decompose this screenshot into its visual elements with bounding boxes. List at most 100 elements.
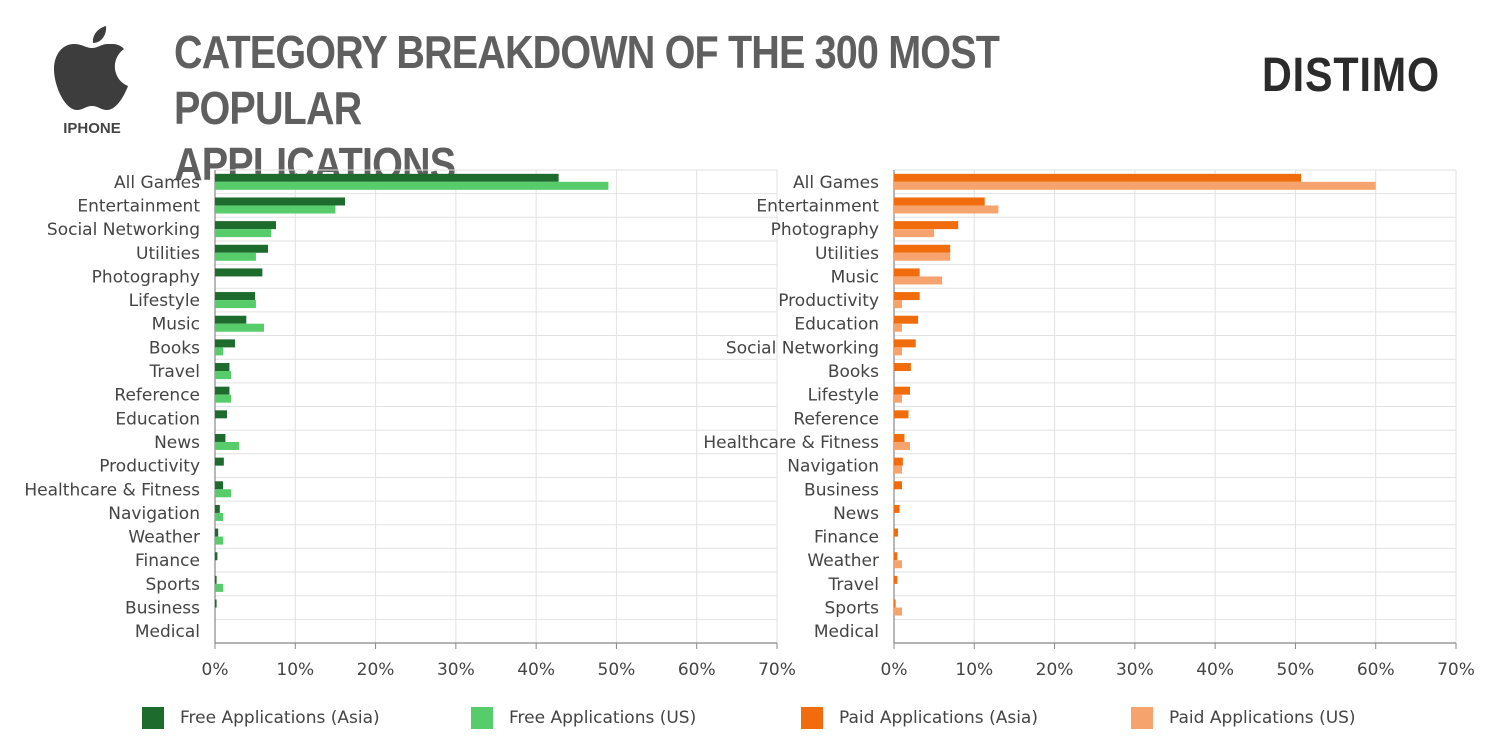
bar-left-series1 xyxy=(215,536,224,545)
bar-left-series0 xyxy=(215,339,236,348)
category-label: Medical xyxy=(814,622,879,642)
bar-right-series0 xyxy=(894,339,916,348)
bar-right-series1 xyxy=(894,276,943,285)
bar-left-series1 xyxy=(215,181,609,190)
bar-right-series0 xyxy=(894,363,911,372)
bar-right-series0 xyxy=(894,481,903,490)
x-tick-label: 0% xyxy=(202,660,229,680)
bar-left-series0 xyxy=(215,504,220,513)
category-label: Medical xyxy=(135,622,200,642)
bar-left-series0 xyxy=(215,528,219,537)
bar-right-series1 xyxy=(894,465,903,474)
bar-right-series0 xyxy=(894,410,909,419)
bar-left-series0 xyxy=(215,268,263,277)
platform-label: IPHONE xyxy=(63,120,121,137)
bar-right-series0 xyxy=(894,386,911,395)
category-label: Photography xyxy=(92,267,200,287)
category-label: Entertainment xyxy=(77,196,200,216)
bar-left-series0 xyxy=(215,457,224,466)
bar-right-series1 xyxy=(894,394,903,403)
x-tick-label: 40% xyxy=(1196,660,1234,680)
bar-right-series0 xyxy=(894,221,959,230)
bar-left-series0 xyxy=(215,481,224,490)
bar-left-series0 xyxy=(215,599,217,608)
category-label: Navigation xyxy=(787,457,879,477)
category-label: Photography xyxy=(771,220,879,240)
bar-left-series0 xyxy=(215,292,256,301)
x-tick-label: 60% xyxy=(1357,660,1395,680)
bar-left-series0 xyxy=(215,221,277,230)
bar-left-series1 xyxy=(215,441,240,450)
category-label: Books xyxy=(828,362,879,382)
bar-left-series0 xyxy=(215,552,218,561)
bar-left-series0 xyxy=(215,386,230,395)
category-label: Lifestyle xyxy=(129,291,200,311)
category-label: Weather xyxy=(807,551,879,571)
category-label: Education xyxy=(794,315,879,335)
category-label: Reference xyxy=(114,386,200,406)
x-tick-label: 10% xyxy=(955,660,993,680)
x-tick-label: 50% xyxy=(598,660,636,680)
bar-right-series0 xyxy=(894,244,951,253)
category-label: Entertainment xyxy=(756,196,879,216)
bar-right-series0 xyxy=(894,504,900,513)
x-tick-label: 70% xyxy=(758,660,796,680)
legend-label-paid-us: Paid Applications (US) xyxy=(1169,708,1356,728)
charts-canvas: 0% 10% 20% 30% 40% 50% 60% 70% All Games Entertai… xyxy=(24,169,1475,680)
category-label: Sports xyxy=(146,575,201,595)
legend-item-paid-asia: Paid Applications (Asia) xyxy=(801,704,1038,732)
bar-left-series1 xyxy=(215,323,264,332)
legend: Free Applications (Asia) Free Applicatio… xyxy=(0,704,1500,734)
x-tick-label: 70% xyxy=(1437,660,1475,680)
legend-label-paid-asia: Paid Applications (Asia) xyxy=(839,708,1038,728)
title-line-1: CATEGORY BREAKDOWN OF THE 300 MOST POPUL… xyxy=(174,26,1000,134)
x-tick-label: 40% xyxy=(517,660,555,680)
legend-label-free-asia: Free Applications (Asia) xyxy=(180,708,380,728)
bar-left-series1 xyxy=(215,583,224,592)
category-label: Business xyxy=(125,599,200,619)
bar-right-series1 xyxy=(894,229,935,238)
legend-swatch-free-us xyxy=(471,707,493,729)
x-tick-label: 20% xyxy=(357,660,395,680)
category-label: Utilities xyxy=(815,244,879,264)
bar-right-series0 xyxy=(894,433,905,442)
legend-swatch-paid-asia xyxy=(801,707,823,729)
bar-left-series1 xyxy=(215,512,224,521)
x-tick-label: 30% xyxy=(1116,660,1154,680)
bar-left-series0 xyxy=(215,575,217,584)
x-tick-label: 50% xyxy=(1277,660,1315,680)
category-label: Travel xyxy=(827,575,879,595)
bar-right-series0 xyxy=(894,197,985,206)
bar-right-series1 xyxy=(894,347,903,356)
category-label: Music xyxy=(152,315,200,335)
bar-right-series0 xyxy=(894,599,896,608)
x-tick-label: 10% xyxy=(276,660,314,680)
category-label: Business xyxy=(804,480,879,500)
bar-right-series0 xyxy=(894,575,898,584)
bar-right-series0 xyxy=(894,552,898,561)
bar-right-series1 xyxy=(894,205,999,214)
category-label: Finance xyxy=(135,551,200,571)
bar-right-series0 xyxy=(894,292,920,301)
x-tick-label: 20% xyxy=(1036,660,1074,680)
category-label: Social Networking xyxy=(726,338,879,358)
category-label: Travel xyxy=(148,362,200,382)
category-label: All Games xyxy=(114,173,200,193)
category-label: News xyxy=(154,433,200,453)
category-label: Utilities xyxy=(136,244,200,264)
bar-right-series0 xyxy=(894,315,919,324)
bar-left-series1 xyxy=(215,489,232,498)
category-label: Healthcare & Fitness xyxy=(703,433,879,453)
bar-left-series0 xyxy=(215,173,559,182)
category-label: Music xyxy=(831,267,879,287)
category-label: Books xyxy=(149,338,200,358)
category-label: Productivity xyxy=(778,291,879,311)
category-label: Reference xyxy=(793,409,879,429)
x-tick-label: 60% xyxy=(678,660,716,680)
bar-right-series0 xyxy=(894,268,920,277)
x-tick-label: 0% xyxy=(881,660,908,680)
bar-right-series0 xyxy=(894,173,1302,182)
bar-left-series0 xyxy=(215,197,346,206)
bar-left-series0 xyxy=(215,363,230,372)
x-tick-label: 30% xyxy=(437,660,475,680)
